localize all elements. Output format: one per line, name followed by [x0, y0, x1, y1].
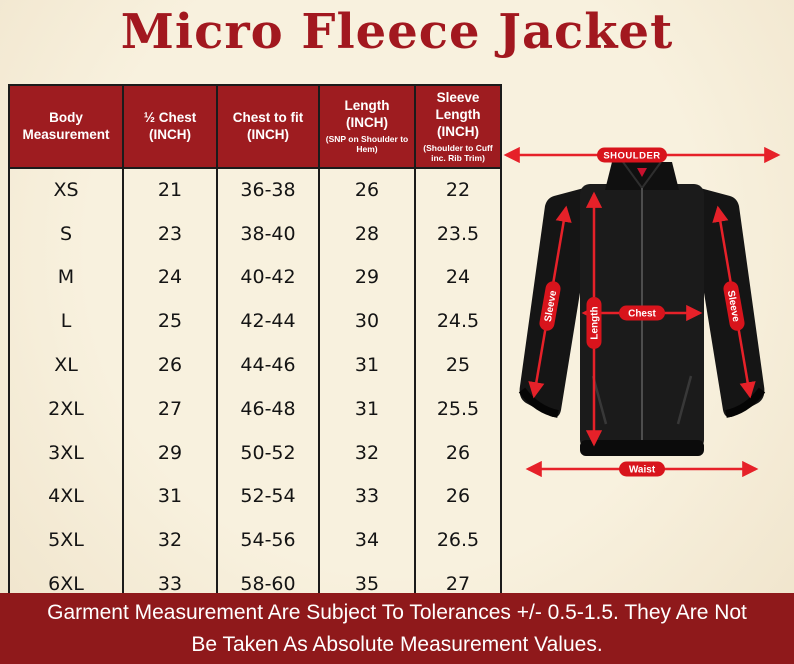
size-cell: L	[8, 299, 124, 344]
value-cell: 42-44	[216, 299, 320, 344]
waist-arrow: Waist	[525, 460, 759, 478]
tolerance-banner-line1: Garment Measurement Are Subject To Toler…	[47, 601, 747, 624]
length-label-pill	[586, 297, 602, 349]
column-header: Body Measurement	[8, 84, 124, 169]
size-table-header-row: Body Measurement ½ Chest (INCH) Chest to f…	[8, 84, 502, 169]
size-cell: 2XL	[8, 386, 124, 431]
value-cell: 34	[318, 518, 416, 563]
size-cell: 5XL	[8, 518, 124, 563]
value-cell: 22	[414, 168, 502, 212]
value-cell: 21	[122, 168, 218, 212]
table-row: XS 21 36-38 26 22	[8, 168, 502, 212]
table-row: L 25 42-44 30 24.5	[8, 299, 502, 344]
value-cell: 23	[122, 211, 218, 256]
value-cell: 31	[318, 343, 416, 387]
sleeve-right-label: Sleeve	[725, 290, 741, 324]
table-row: 4XL 31 52-54 33 26	[8, 474, 502, 519]
jacket-illustration: SHOULDER Chest Length Sleeve	[492, 128, 792, 528]
column-header: Length (INCH) (SNP on Shoulder to Hem)	[318, 84, 416, 169]
table-row: S 23 38-40 28 23.5	[8, 211, 502, 256]
shoulder-label: SHOULDER	[603, 151, 660, 162]
column-header: Sleeve Length (INCH) (Shoulder to Cuff in…	[414, 84, 502, 169]
value-cell: 30	[318, 299, 416, 344]
sleeve-right-label-pill	[723, 281, 745, 331]
length-label: Length	[590, 306, 601, 339]
value-cell: 29	[318, 255, 416, 300]
chest-label: Chest	[628, 309, 656, 320]
shoulder-arrow: SHOULDER	[503, 146, 781, 164]
value-cell: 50-52	[216, 430, 320, 475]
value-cell: 26	[122, 343, 218, 387]
sleeve-left-label: Sleeve	[543, 289, 559, 323]
sleeve-left-arrow: Sleeve	[528, 205, 572, 399]
waist-label-pill	[619, 461, 665, 477]
tolerance-banner-line2: Be Taken As Absolute Measurement Values.	[191, 632, 603, 656]
value-cell: 31	[122, 474, 218, 519]
value-cell: 36-38	[216, 168, 320, 212]
value-cell: 24.5	[414, 299, 502, 344]
column-header: ½ Chest (INCH)	[122, 84, 218, 169]
table-row: 5XL 32 54-56 34 26.5	[8, 518, 502, 563]
value-cell: 32	[318, 430, 416, 475]
shoulder-label-pill	[597, 147, 667, 163]
value-cell: 44-46	[216, 343, 320, 387]
value-cell: 25	[414, 343, 502, 387]
value-cell: 26	[414, 430, 502, 475]
value-cell: 40-42	[216, 255, 320, 300]
table-row: XL 26 44-46 31 25	[8, 343, 502, 387]
sleeve-right-arrow: Sleeve	[712, 205, 756, 399]
value-cell: 38-40	[216, 211, 320, 256]
page-title: Micro Fleece Jacket	[120, 4, 674, 60]
brand-logo	[637, 168, 647, 177]
chest-label-pill	[619, 305, 665, 321]
value-cell: 26.5	[414, 518, 502, 563]
tolerance-banner: Garment Measurement Are Subject To Toler…	[0, 593, 794, 664]
table-row: M 24 40-42 29 24	[8, 255, 502, 300]
size-chart-table: Body Measurement ½ Chest (INCH) Chest to f…	[8, 84, 502, 607]
value-cell: 46-48	[216, 386, 320, 431]
size-cell: XL	[8, 343, 124, 387]
value-cell: 24	[122, 255, 218, 300]
value-cell: 32	[122, 518, 218, 563]
value-cell: 28	[318, 211, 416, 256]
size-cell: S	[8, 211, 124, 256]
column-header: Chest to fit (INCH)	[216, 84, 320, 169]
value-cell: 52-54	[216, 474, 320, 519]
value-cell: 27	[122, 386, 218, 431]
value-cell: 26	[414, 474, 502, 519]
size-cell: XS	[8, 168, 124, 212]
chest-arrow: Chest	[581, 304, 703, 322]
value-cell: 25.5	[414, 386, 502, 431]
value-cell: 23.5	[414, 211, 502, 256]
size-cell: M	[8, 255, 124, 300]
sleeve-left-label-pill	[539, 281, 561, 331]
size-cell: 3XL	[8, 430, 124, 475]
table-row: 2XL 27 46-48 31 25.5	[8, 386, 502, 431]
value-cell: 33	[318, 474, 416, 519]
table-row: 3XL 29 50-52 32 26	[8, 430, 502, 475]
value-cell: 24	[414, 255, 502, 300]
value-cell: 26	[318, 168, 416, 212]
value-cell: 25	[122, 299, 218, 344]
value-cell: 54-56	[216, 518, 320, 563]
value-cell: 31	[318, 386, 416, 431]
value-cell: 29	[122, 430, 218, 475]
length-arrow: Length	[585, 191, 603, 447]
waist-label: Waist	[629, 465, 656, 476]
size-table-body: XS 21 36-38 26 22 S 23 38-40 28 23.5 M 24 40-42 29 24 L…	[8, 168, 502, 606]
size-cell: 4XL	[8, 474, 124, 519]
